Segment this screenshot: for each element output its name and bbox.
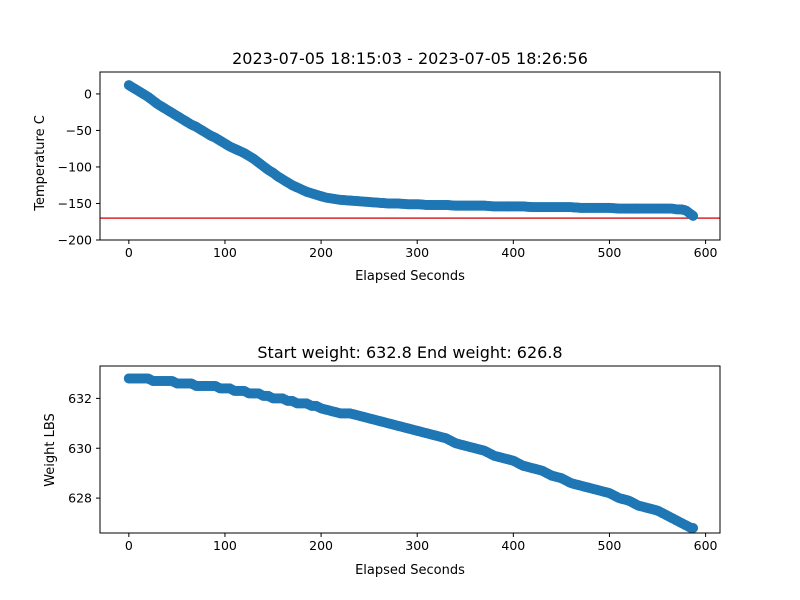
weight-xtick-label: 500 [598,538,622,553]
temperature-plot-area: 0 100 200 300 400 500 600 0 −50 −100 −150 −200 [58,80,720,260]
temperature-xtick-label: 200 [309,245,333,260]
weight-xtick-label: 400 [501,538,525,553]
temperature-data-point [688,210,699,221]
weight-plot-area: 0 100 200 300 400 500 600 628 630 632 [68,373,718,553]
temperature-xtick-label: 600 [694,245,718,260]
temperature-xtick-label: 500 [598,245,622,260]
temperature-xtick-label: 100 [213,245,237,260]
temperature-chart-ylabel: Temperature C [33,115,48,212]
weight-data-point [688,523,699,534]
weight-xtick-label: 600 [694,538,718,553]
temperature-ytick-label: −200 [58,233,92,248]
temperature-xtick-label: 300 [405,245,429,260]
temperature-xtick-label: 400 [501,245,525,260]
temperature-ytick-label: 0 [84,86,92,101]
weight-chart: Start weight: 632.8 End weight: 626.8 We… [43,343,721,578]
weight-chart-xlabel: Elapsed Seconds [355,563,465,578]
temperature-chart: 2023-07-05 18:15:03 - 2023-07-05 18:26:5… [33,49,721,284]
weight-xtick-label: 300 [405,538,429,553]
temperature-chart-frame [99,71,721,241]
temperature-chart-title: 2023-07-05 18:15:03 - 2023-07-05 18:26:5… [232,49,588,68]
temperature-ytick-label: −150 [58,196,92,211]
temperature-ytick-label: −50 [66,123,92,138]
temperature-chart-xlabel: Elapsed Seconds [355,269,465,284]
weight-chart-ylabel: Weight LBS [43,413,58,487]
weight-ytick-label: 628 [68,491,92,506]
temperature-ytick-label: −100 [58,159,92,174]
weight-xtick-label: 200 [309,538,333,553]
weight-chart-title: Start weight: 632.8 End weight: 626.8 [257,343,562,362]
temperature-xtick-label: 0 [125,245,133,260]
weight-ytick-label: 632 [68,391,92,406]
weight-chart-frame [99,365,721,534]
weight-xtick-label: 0 [125,538,133,553]
weight-xtick-label: 100 [213,538,237,553]
weight-ytick-label: 630 [68,441,92,456]
